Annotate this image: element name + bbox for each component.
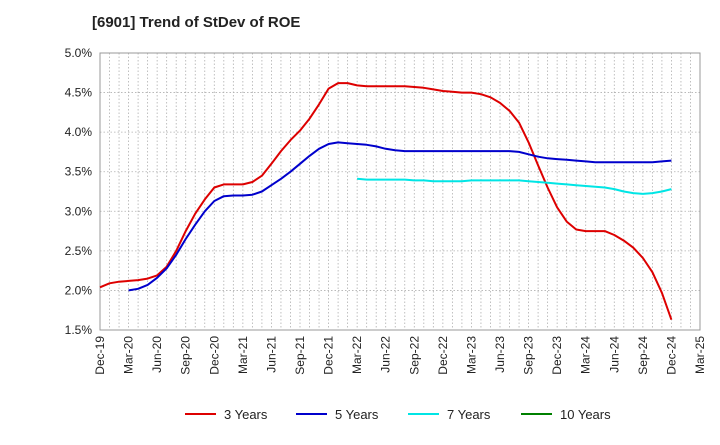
legend-label: 7 Years — [447, 407, 491, 422]
grid-lines — [100, 53, 700, 330]
x-tick-label: Mar-23 — [464, 336, 478, 374]
y-axis: 1.5% 2.0% 2.5% 3.0% 3.5% 4.0% 4.5% 5.0% — [65, 46, 93, 337]
x-tick-label: Jun-20 — [150, 336, 164, 373]
legend-label: 10 Years — [560, 407, 611, 422]
x-tick-label: Jun-24 — [607, 336, 621, 373]
x-tick-label: Mar-25 — [693, 336, 707, 374]
series-line-3-years — [99, 82, 673, 321]
x-tick-label: Mar-24 — [579, 336, 593, 374]
series-line-5-years — [128, 141, 672, 292]
x-axis: Dec-19 Mar-20 Jun-20 Sep-20 Dec-20 Mar-21 Jun-… — [93, 336, 707, 375]
y-tick-label: 1.5% — [65, 323, 93, 337]
y-tick-label: 2.0% — [65, 283, 93, 297]
legend-label: 3 Years — [224, 407, 268, 422]
x-tick-label: Dec-19 — [93, 336, 107, 375]
x-tick-label: Mar-21 — [236, 336, 250, 374]
y-tick-label: 5.0% — [65, 46, 93, 60]
y-tick-label: 3.5% — [65, 165, 93, 179]
x-tick-label: Sep-24 — [636, 336, 650, 375]
x-tick-label: Sep-21 — [293, 336, 307, 375]
legend-label: 5 Years — [335, 407, 379, 422]
x-tick-label: Sep-23 — [522, 336, 536, 375]
x-tick-label: Jun-21 — [264, 336, 278, 373]
legend: 3 Years 5 Years 7 Years 10 Years — [185, 407, 611, 422]
x-tick-label: Dec-24 — [664, 336, 678, 375]
y-tick-label: 2.5% — [65, 244, 93, 258]
x-tick-label: Sep-20 — [179, 336, 193, 375]
series-lines — [99, 82, 673, 321]
x-tick-label: Jun-23 — [493, 336, 507, 373]
series-line-7-years — [357, 177, 672, 195]
x-tick-label: Mar-20 — [122, 336, 136, 374]
x-tick-label: Dec-23 — [550, 336, 564, 375]
x-tick-label: Dec-20 — [207, 336, 221, 375]
x-tick-label: Mar-22 — [350, 336, 364, 374]
x-tick-label: Dec-22 — [436, 336, 450, 375]
plot-area — [99, 52, 701, 331]
y-tick-label: 3.0% — [65, 204, 93, 218]
y-tick-label: 4.0% — [65, 125, 93, 139]
x-tick-label: Jun-22 — [379, 336, 393, 373]
x-tick-label: Sep-22 — [407, 336, 421, 375]
x-tick-label: Dec-21 — [322, 336, 336, 375]
y-tick-label: 4.5% — [65, 86, 93, 100]
chart-title: [6901] Trend of StDev of ROE — [92, 14, 300, 31]
